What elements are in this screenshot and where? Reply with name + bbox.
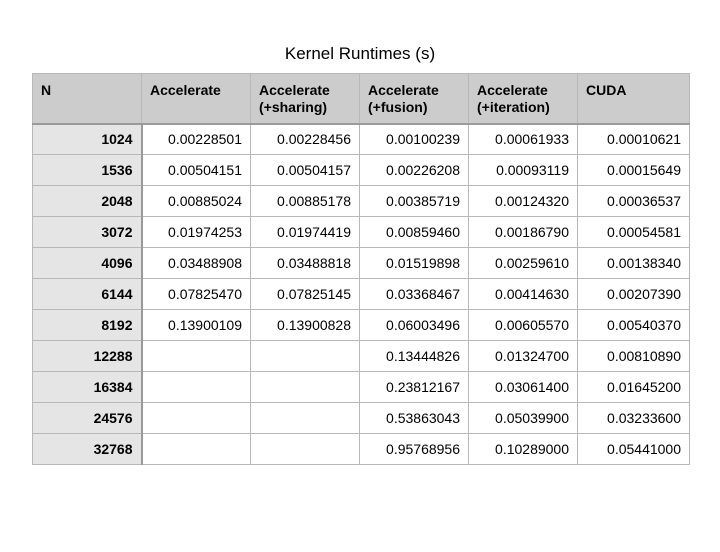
cell-accelerate-sharing: 0.01974419 — [250, 216, 360, 248]
cell-accelerate-sharing — [250, 340, 360, 372]
row-header-n: 16384 — [32, 371, 143, 403]
column-header-subline: (+sharing) — [259, 99, 328, 115]
cell-accelerate — [141, 433, 251, 465]
cell-accelerate — [141, 340, 251, 372]
cell-accelerate: 0.03488908 — [141, 247, 251, 279]
cell-cuda: 0.00015649 — [577, 154, 690, 186]
cell-cuda: 0.05441000 — [577, 433, 690, 465]
cell-accelerate-sharing — [250, 371, 360, 403]
cell-cuda: 0.00138340 — [577, 247, 690, 279]
column-header-line: Accelerate — [477, 82, 548, 98]
column-header-subline: (+fusion) — [368, 99, 428, 115]
table-row: 32768 0.95768956 0.10289000 0.05441000 — [32, 433, 690, 465]
cell-accelerate-iteration: 0.00414630 — [468, 278, 578, 310]
cell-accelerate: 0.00228501 — [141, 123, 251, 155]
cell-accelerate-fusion: 0.53863043 — [359, 402, 469, 434]
column-header-n: N — [32, 73, 142, 124]
row-header-n: 4096 — [32, 247, 143, 279]
cell-accelerate-fusion: 0.00226208 — [359, 154, 469, 186]
cell-accelerate-iteration: 0.00605570 — [468, 309, 578, 341]
cell-accelerate-fusion: 0.03368467 — [359, 278, 469, 310]
cell-accelerate-iteration: 0.10289000 — [468, 433, 578, 465]
cell-cuda: 0.01645200 — [577, 371, 690, 403]
cell-accelerate-iteration: 0.00061933 — [468, 123, 578, 155]
row-header-n: 12288 — [32, 340, 143, 372]
cell-accelerate-iteration: 0.01324700 — [468, 340, 578, 372]
cell-cuda: 0.00054581 — [577, 216, 690, 248]
column-header-accelerate-sharing: Accelerate (+sharing) — [250, 73, 360, 124]
cell-accelerate-sharing — [250, 402, 360, 434]
cell-cuda: 0.03233600 — [577, 402, 690, 434]
row-header-n: 8192 — [32, 309, 143, 341]
cell-accelerate-iteration: 0.00093119 — [468, 154, 578, 186]
cell-accelerate-sharing: 0.07825145 — [250, 278, 360, 310]
table-row: 2048 0.00885024 0.00885178 0.00385719 0.… — [32, 185, 690, 217]
cell-cuda: 0.00010621 — [577, 123, 690, 155]
cell-accelerate-iteration: 0.05039900 — [468, 402, 578, 434]
column-header-line: Accelerate — [259, 82, 330, 98]
table-row: 1536 0.00504151 0.00504157 0.00226208 0.… — [32, 154, 690, 186]
page-title: Kernel Runtimes (s) — [284, 44, 436, 63]
cell-accelerate-iteration: 0.00124320 — [468, 185, 578, 217]
row-header-n: 1024 — [32, 123, 143, 155]
kernel-runtimes-table: N Accelerate Accelerate (+sharing) Accele… — [32, 73, 690, 465]
cell-accelerate-fusion: 0.23812167 — [359, 371, 469, 403]
row-header-n: 1536 — [32, 154, 143, 186]
row-header-n: 3072 — [32, 216, 143, 248]
column-header-cuda: CUDA — [577, 73, 690, 124]
cell-accelerate-fusion: 0.06003496 — [359, 309, 469, 341]
row-header-n: 6144 — [32, 278, 143, 310]
cell-accelerate-sharing: 0.00228456 — [250, 123, 360, 155]
cell-cuda: 0.00540370 — [577, 309, 690, 341]
table-row: 1024 0.00228501 0.00228456 0.00100239 0.… — [32, 123, 690, 155]
cell-accelerate-iteration: 0.00259610 — [468, 247, 578, 279]
table-row: 3072 0.01974253 0.01974419 0.00859460 0.… — [32, 216, 690, 248]
cell-accelerate: 0.00504151 — [141, 154, 251, 186]
cell-accelerate: 0.00885024 — [141, 185, 251, 217]
cell-accelerate-fusion: 0.01519898 — [359, 247, 469, 279]
table-row: 6144 0.07825470 0.07825145 0.03368467 0.… — [32, 278, 690, 310]
column-header-subline: (+iteration) — [477, 99, 550, 115]
row-header-n: 24576 — [32, 402, 143, 434]
cell-accelerate-sharing — [250, 433, 360, 465]
table-row: 16384 0.23812167 0.03061400 0.01645200 — [32, 371, 690, 403]
row-header-n: 32768 — [32, 433, 143, 465]
table-header: N Accelerate Accelerate (+sharing) Accele… — [32, 73, 690, 124]
cell-accelerate-sharing: 0.13900828 — [250, 309, 360, 341]
cell-accelerate — [141, 371, 251, 403]
cell-accelerate: 0.07825470 — [141, 278, 251, 310]
cell-accelerate-fusion: 0.00859460 — [359, 216, 469, 248]
cell-accelerate-fusion: 0.00385719 — [359, 185, 469, 217]
column-header-accelerate-iteration: Accelerate (+iteration) — [468, 73, 578, 124]
cell-accelerate-fusion: 0.95768956 — [359, 433, 469, 465]
cell-accelerate-iteration: 0.00186790 — [468, 216, 578, 248]
cell-accelerate-sharing: 0.00504157 — [250, 154, 360, 186]
cell-cuda: 0.00207390 — [577, 278, 690, 310]
cell-accelerate — [141, 402, 251, 434]
table-row: 12288 0.13444826 0.01324700 0.00810890 — [32, 340, 690, 372]
header-row: N Accelerate Accelerate (+sharing) Accele… — [32, 73, 690, 124]
cell-accelerate: 0.13900109 — [141, 309, 251, 341]
table-row: 24576 0.53863043 0.05039900 0.03233600 — [32, 402, 690, 434]
cell-accelerate-sharing: 0.03488818 — [250, 247, 360, 279]
cell-cuda: 0.00036537 — [577, 185, 690, 217]
cell-cuda: 0.00810890 — [577, 340, 690, 372]
table-row: 4096 0.03488908 0.03488818 0.01519898 0.… — [32, 247, 690, 279]
column-header-line: Accelerate — [368, 82, 439, 98]
column-header-accelerate-fusion: Accelerate (+fusion) — [359, 73, 469, 124]
row-header-n: 2048 — [32, 185, 143, 217]
cell-accelerate-iteration: 0.03061400 — [468, 371, 578, 403]
cell-accelerate-sharing: 0.00885178 — [250, 185, 360, 217]
cell-accelerate-fusion: 0.00100239 — [359, 123, 469, 155]
table-row: 8192 0.13900109 0.13900828 0.06003496 0.… — [32, 309, 690, 341]
cell-accelerate-fusion: 0.13444826 — [359, 340, 469, 372]
column-header-line: Accelerate — [150, 82, 221, 98]
cell-accelerate: 0.01974253 — [141, 216, 251, 248]
column-header-accelerate: Accelerate — [141, 73, 251, 124]
table-body: 1024 0.00228501 0.00228456 0.00100239 0.… — [32, 123, 690, 465]
column-header-line: N — [41, 82, 52, 98]
column-header-line: CUDA — [586, 82, 627, 98]
